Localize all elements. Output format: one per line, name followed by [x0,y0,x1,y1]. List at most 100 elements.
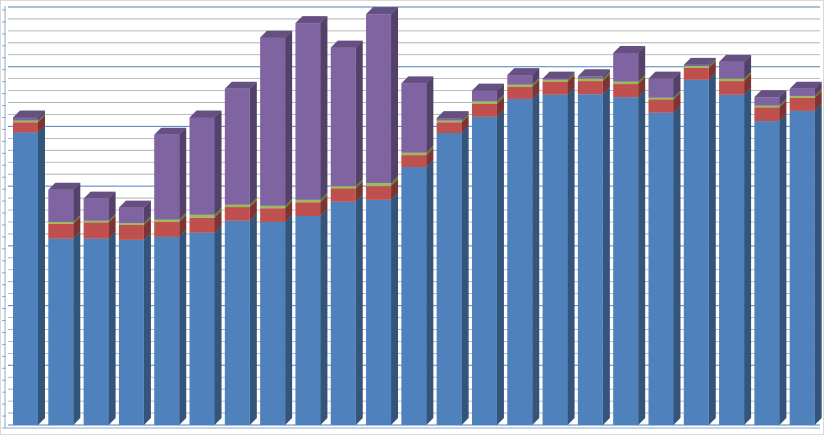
bar-side [285,201,293,222]
bar-side [179,214,187,237]
bar-side [673,71,681,98]
bar-segment [471,101,497,104]
bar-segment [577,78,603,82]
bar-side [108,191,116,221]
bar-segment [260,205,286,209]
bar-segment [401,83,427,153]
bar-segment [83,198,109,221]
bar-side [391,192,399,425]
bar-top [330,40,363,48]
bar-segment [436,132,462,426]
bar-side [638,90,646,425]
bar-segment [189,232,215,425]
bar-side [602,87,610,425]
bar-side [708,60,716,80]
bar-side [391,179,399,200]
bar-side [426,160,434,425]
bar-top [754,90,787,98]
bar-segment [401,155,427,168]
bar-segment [224,88,250,205]
bar-top [436,111,469,119]
bar-side [744,71,752,82]
bar-segment [683,67,709,80]
bar-segment [366,199,392,425]
bar-segment [754,121,780,425]
bar-side [214,207,222,218]
bar-side [461,113,469,123]
bar-side [73,216,81,239]
bar-top [48,182,81,190]
bar-top [260,30,293,38]
bar-segment [789,110,815,425]
bar-segment [719,78,745,82]
bar-side [567,74,575,95]
bar-side [779,98,787,108]
bar-segment [13,132,38,425]
bar-segment [295,199,321,203]
bar-side [461,125,469,426]
bar-top [224,81,257,89]
bar-segment [471,103,497,117]
bar-segment [48,223,74,239]
bar-segment [330,47,356,187]
bar-side [708,59,716,68]
bar-top [366,7,399,15]
bar-segment [295,216,321,425]
bar-top [542,71,575,79]
bar-side [779,90,787,106]
bar-segment [224,204,250,208]
bar-segment [789,95,815,98]
bar-segment [83,220,109,223]
bar-side [496,96,504,117]
bar-side [38,110,45,121]
bar-top [118,200,151,208]
bar-segment [224,207,250,221]
bar-side [38,113,45,123]
bar-segment [648,112,674,426]
bar-segment [613,52,639,82]
bar-side [426,148,434,168]
bar-segment [295,23,321,200]
bar-segment [471,116,497,426]
bar-top [13,110,45,118]
bar-segment [471,90,497,102]
bar-side [461,115,469,133]
bar-side [779,114,787,425]
bar-side [567,87,575,425]
bar-side [214,210,222,233]
bar-segment [754,107,780,122]
bar-side [249,200,257,221]
bar-segment [189,217,215,233]
bar-side [567,71,575,80]
bar-side [108,231,116,425]
bar-segment [83,222,109,239]
bar-segment [507,87,533,99]
bar-side [744,87,752,425]
bar-side [602,71,610,82]
bar-segment [13,120,38,123]
bar-side [461,111,469,121]
bar-side [673,92,681,113]
bar-segment [542,81,568,95]
bar-top [577,69,610,77]
bar-side [496,109,504,426]
bar-side [214,110,222,215]
bar-segment [542,94,568,425]
bar-segment [118,239,144,425]
bar-segment [754,97,780,106]
bar-side [391,176,399,187]
bar-segment [154,134,180,220]
bar-segment [507,84,533,88]
bar-side [814,81,822,96]
bar-segment [577,94,603,425]
bar-segment [542,78,568,80]
bar-segment [154,236,180,425]
bar-segment [401,152,427,156]
bar-side [108,213,116,223]
bar-side [532,91,540,426]
bar-top [295,16,328,24]
bar-segment [118,207,144,224]
bar-side [496,83,504,102]
bar-top [613,45,646,53]
bar-side [814,90,822,111]
